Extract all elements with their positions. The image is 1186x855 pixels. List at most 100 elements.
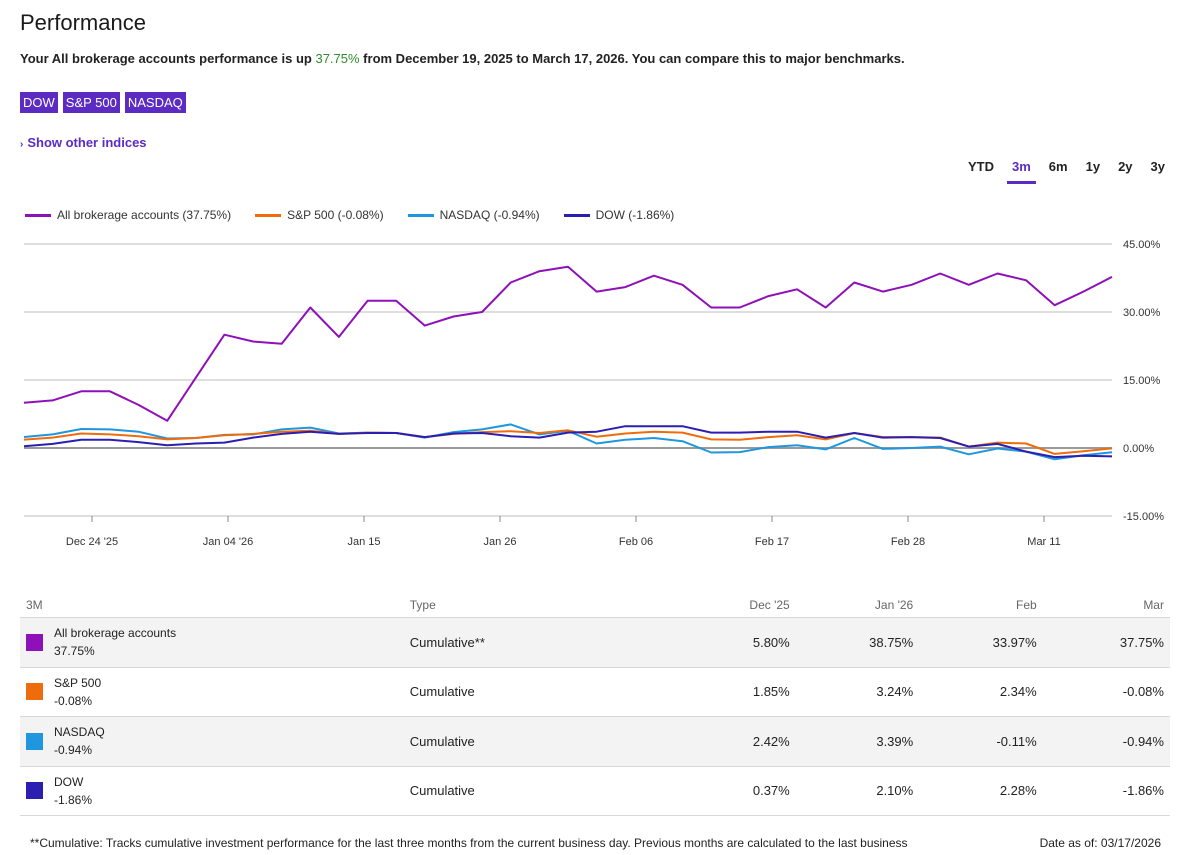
legend-swatch-dow bbox=[563, 213, 590, 217]
series-line-dow bbox=[23, 425, 1113, 459]
row-label: NASDAQ bbox=[54, 725, 105, 740]
legend-swatch-all bbox=[25, 213, 51, 217]
header-period: 3M bbox=[26, 597, 43, 612]
row-pct: -0.08% bbox=[54, 693, 93, 708]
legend-label-nasdaq: NASDAQ (-0.94%) bbox=[439, 208, 540, 222]
table-row: DOW -1.86% Cumulative 0.37% 2.10% 2.28% … bbox=[20, 767, 1170, 816]
x-tick-label: Jan 15 bbox=[347, 536, 380, 548]
summary-suffix: from December 19, 2025 to March 17, 2026… bbox=[359, 51, 905, 66]
row-jan: 3.24% bbox=[876, 684, 914, 700]
header-type: Type bbox=[409, 597, 436, 612]
y-tick-label: 15.00% bbox=[1123, 375, 1161, 387]
x-tick-label: Feb 06 bbox=[619, 536, 653, 548]
row-name-cell: DOW -1.86% bbox=[20, 773, 410, 809]
row-pct: -0.94% bbox=[54, 743, 93, 758]
row-dec: 2.42% bbox=[752, 733, 790, 749]
x-tick-label: Feb 28 bbox=[891, 536, 925, 548]
row-type: Cumulative** bbox=[409, 634, 485, 650]
header-feb: Feb bbox=[1016, 597, 1037, 612]
row-name-cell: All brokerage accounts 37.75% bbox=[20, 624, 410, 660]
legend-label-all: All brokerage accounts (37.75%) bbox=[57, 208, 232, 222]
legend-label-dow: DOW (-1.86%) bbox=[595, 208, 675, 222]
x-tick-label: Jan 26 bbox=[483, 536, 516, 548]
row-name: All brokerage accounts 37.75% bbox=[54, 624, 176, 660]
row-type: Cumulative bbox=[409, 783, 475, 799]
show-other-indices-link[interactable]: › Show other indices bbox=[20, 135, 147, 150]
row-feb: 2.34% bbox=[999, 684, 1037, 700]
row-jan: 2.10% bbox=[876, 783, 914, 799]
row-jan: 38.75% bbox=[869, 634, 914, 650]
header-jan: Jan '26 bbox=[874, 597, 914, 612]
legend-label-sp500: S&P 500 (-0.08%) bbox=[287, 208, 384, 222]
x-tick-label: Jan 04 '26 bbox=[203, 536, 253, 548]
x-tick-label: Feb 17 bbox=[755, 536, 789, 548]
table-header: 3M Type Dec '25 Jan '26 Feb Mar bbox=[20, 592, 1170, 618]
summary-percent: 37.75% bbox=[315, 51, 360, 66]
row-mar: -0.94% bbox=[1122, 733, 1164, 749]
row-swatch bbox=[26, 683, 43, 701]
performance-summary: Your All brokerage accounts performance … bbox=[20, 51, 905, 66]
row-name-cell: NASDAQ -0.94% bbox=[20, 723, 410, 759]
row-swatch bbox=[26, 633, 43, 651]
row-label: DOW bbox=[54, 774, 84, 789]
row-mar: 37.75% bbox=[1119, 634, 1164, 650]
y-tick-label: 45.00% bbox=[1123, 239, 1161, 251]
row-name-cell: S&P 500 -0.08% bbox=[20, 674, 410, 710]
range-ytd[interactable]: YTD bbox=[968, 159, 994, 174]
row-label: S&P 500 bbox=[54, 675, 102, 690]
page-title: Performance bbox=[20, 10, 146, 35]
chevron-right-icon: › bbox=[20, 139, 24, 150]
cumulative-footnote: **Cumulative: Tracks cumulative investme… bbox=[30, 836, 908, 850]
row-name: S&P 500 -0.08% bbox=[54, 674, 101, 710]
legend-item-all[interactable]: All brokerage accounts (37.75%) bbox=[25, 208, 231, 222]
table-row: NASDAQ -0.94% Cumulative 2.42% 3.39% -0.… bbox=[20, 717, 1170, 767]
row-dec: 0.37% bbox=[752, 783, 790, 799]
legend-item-sp500[interactable]: S&P 500 (-0.08%) bbox=[255, 208, 384, 222]
benchmark-chips: DOW S&P 500 NASDAQ bbox=[20, 92, 186, 113]
series-line-s-p-500 bbox=[23, 429, 1113, 455]
chip-nasdaq[interactable]: NASDAQ bbox=[124, 92, 186, 113]
range-2y[interactable]: 2y bbox=[1118, 159, 1133, 174]
row-dec: 1.85% bbox=[752, 684, 790, 700]
row-label: All brokerage accounts bbox=[54, 626, 177, 641]
range-3y[interactable]: 3y bbox=[1150, 159, 1165, 174]
range-1y[interactable]: 1y bbox=[1085, 159, 1101, 174]
row-name: NASDAQ -0.94% bbox=[54, 723, 105, 759]
y-tick-label: 30.00% bbox=[1123, 307, 1161, 319]
range-6m[interactable]: 6m bbox=[1048, 159, 1068, 174]
y-tick-label: -15.00% bbox=[1123, 511, 1164, 523]
chart-legend: All brokerage accounts (37.75%) S&P 500 … bbox=[25, 208, 674, 222]
show-other-label: Show other indices bbox=[27, 135, 147, 150]
row-type: Cumulative bbox=[409, 733, 475, 749]
date-as-of: Date as of: 03/17/2026 bbox=[1039, 836, 1161, 850]
row-feb: -0.11% bbox=[996, 733, 1037, 749]
row-type: Cumulative bbox=[409, 684, 475, 700]
header-dec: Dec '25 bbox=[749, 597, 790, 612]
summary-prefix: Your All brokerage accounts performance … bbox=[20, 51, 316, 66]
series-line-all-brokerage-accounts bbox=[23, 265, 1113, 422]
legend-swatch-nasdaq bbox=[407, 213, 434, 217]
legend-item-dow[interactable]: DOW (-1.86%) bbox=[563, 208, 675, 222]
range-3m[interactable]: 3m bbox=[1003, 158, 1040, 184]
row-dec: 5.80% bbox=[752, 634, 790, 650]
row-mar: -0.08% bbox=[1122, 684, 1164, 700]
performance-chart: 45.00% 30.00% 15.00% 0.00% -15.00% Dec 24 '25… bbox=[23, 239, 1164, 548]
row-swatch bbox=[26, 732, 43, 750]
header-mar: Mar bbox=[1143, 597, 1164, 612]
row-jan: 3.39% bbox=[876, 733, 914, 749]
table-row: S&P 500 -0.08% Cumulative 1.85% 3.24% 2.… bbox=[20, 668, 1170, 717]
y-tick-label: 0.00% bbox=[1123, 443, 1154, 455]
table-row: All brokerage accounts 37.75% Cumulative… bbox=[20, 618, 1170, 668]
row-name: DOW -1.86% bbox=[54, 773, 92, 809]
chip-sp500[interactable]: S&P 500 bbox=[62, 92, 120, 113]
row-pct: -1.86% bbox=[54, 792, 93, 807]
range-selector: YTD 3m 6m 1y 2y 3y bbox=[959, 158, 1174, 184]
row-feb: 2.28% bbox=[999, 783, 1037, 799]
legend-swatch-sp500 bbox=[255, 213, 282, 217]
performance-table: 3M Type Dec '25 Jan '26 Feb Mar All brok… bbox=[20, 592, 1170, 816]
x-tick-label: Mar 11 bbox=[1027, 536, 1060, 548]
legend-item-nasdaq[interactable]: NASDAQ (-0.94%) bbox=[407, 208, 540, 222]
row-mar: -1.86% bbox=[1122, 783, 1164, 799]
chip-dow[interactable]: DOW bbox=[20, 92, 58, 113]
x-tick-label: Dec 24 '25 bbox=[66, 536, 118, 548]
